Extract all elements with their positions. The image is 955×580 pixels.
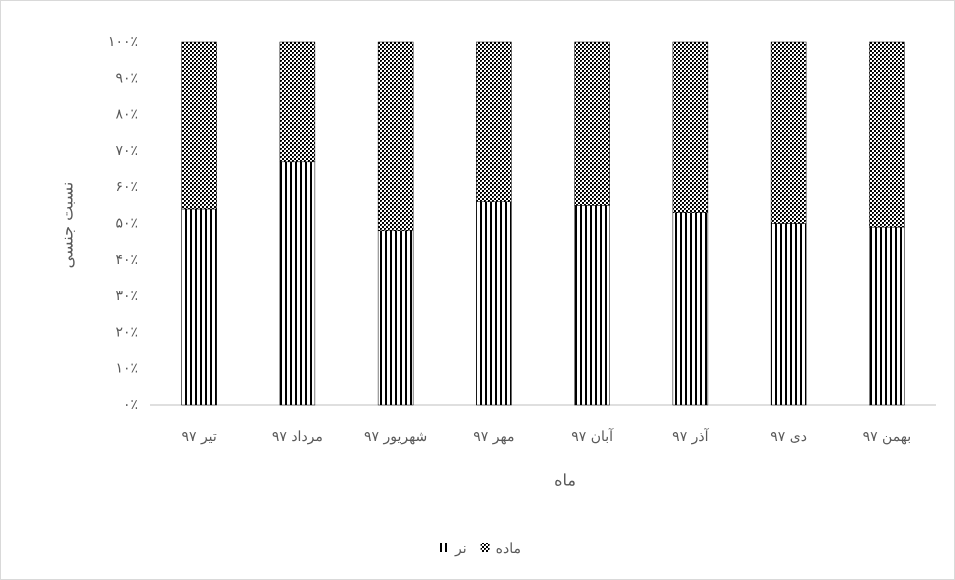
bar-segment (279, 41, 316, 163)
legend-label: ماده (496, 541, 521, 557)
y-tick-label: ۹۰٪ (115, 70, 138, 86)
bar-segment (377, 41, 414, 232)
x-tick-label: تیر ۹۷ (181, 429, 216, 445)
bar-segment (574, 41, 610, 206)
bar-segment (672, 212, 709, 406)
bar-segment (672, 41, 709, 213)
y-tick-label: ۷۰٪ (115, 143, 138, 159)
legend-label: نر (454, 541, 467, 557)
x-axis-label: ماه (554, 471, 576, 490)
bar-segment (476, 201, 512, 406)
bar-segment (770, 223, 807, 406)
y-tick-label: ۶۰٪ (115, 179, 138, 195)
x-tick-label: آذر ۹۷ (672, 427, 709, 445)
y-tick-label: ۴۰٪ (115, 252, 138, 268)
y-axis-label: نسبت جنسی (58, 182, 77, 269)
bar-segment (476, 41, 512, 202)
legend-swatch (440, 543, 449, 552)
bar-segment (770, 41, 807, 224)
x-tick-label: شهریور ۹۷ (364, 429, 427, 445)
y-tick-label: ۳۰٪ (115, 288, 138, 304)
y-tick-label: ۵۰٪ (115, 216, 138, 232)
bar-segment (181, 41, 217, 210)
y-tick-label: ۸۰٪ (115, 107, 138, 123)
y-tick-label: ۲۰٪ (115, 324, 138, 340)
y-tick-label: ۱۰۰٪ (108, 34, 138, 50)
bar-segment (574, 205, 610, 406)
x-tick-label: مهر ۹۷ (473, 429, 514, 445)
bar-segment (869, 226, 905, 406)
x-tick-label: دی ۹۷ (770, 429, 807, 445)
legend-swatch (480, 543, 490, 552)
x-tick-label: آبان ۹۷ (571, 427, 614, 445)
y-tick-label: ۱۰٪ (115, 361, 138, 377)
bar-segment (181, 208, 217, 406)
bar-segment (869, 41, 905, 228)
bar-segment (377, 230, 414, 406)
y-tick-label: ۰٪ (123, 397, 138, 413)
x-tick-label: بهمن ۹۷ (863, 429, 912, 445)
bar-segment (279, 161, 316, 406)
x-tick-label: مرداد ۹۷ (272, 429, 323, 445)
